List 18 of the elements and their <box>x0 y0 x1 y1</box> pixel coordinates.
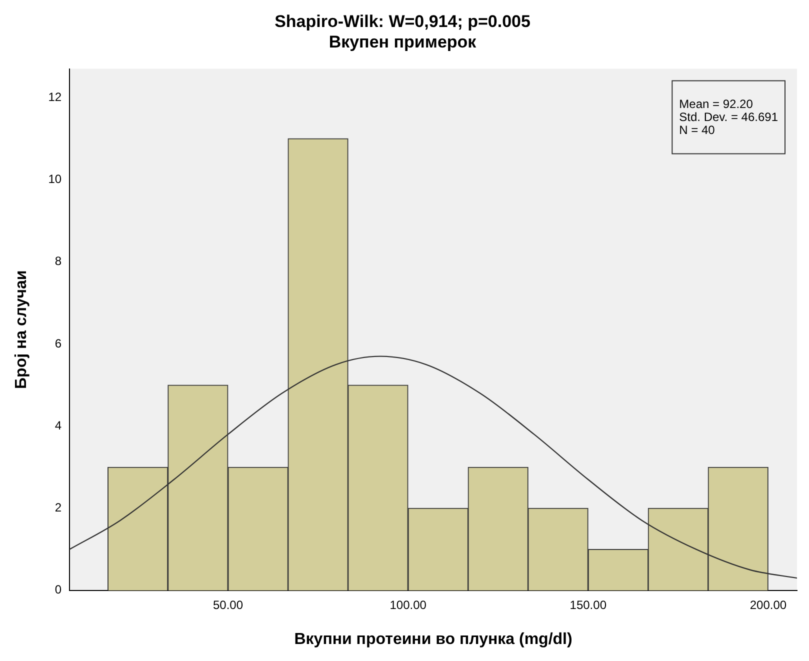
y-axis-title: Број на случаи <box>13 270 30 389</box>
y-tick-label: 2 <box>54 500 62 515</box>
x-tick-label: 200.00 <box>750 598 787 612</box>
y-tick-label: 6 <box>54 336 62 350</box>
y-tick-label: 8 <box>54 254 62 268</box>
x-tick-label: 150.00 <box>570 598 607 612</box>
y-tick-label: 12 <box>48 90 62 104</box>
x-axis-title: Вкупни протеини во плунка (mg/dl) <box>294 630 572 648</box>
chart-title: Shapiro-Wilk: W=0,914; p=0.005 <box>274 12 530 31</box>
annotation: Mean = 92.20 <box>679 97 754 112</box>
chart-subtitle: Вкупен примерок <box>328 32 477 52</box>
x-tick-label: 50.00 <box>212 598 244 612</box>
y-tick-label: 4 <box>54 418 62 432</box>
y-tick-label: 0 <box>54 582 62 597</box>
y-tick-label: 10 <box>48 172 62 186</box>
annotation: N = 40 <box>679 123 716 138</box>
annotation: Std. Dev. = 46.691 <box>679 110 778 124</box>
x-tick-label: 100.00 <box>390 598 427 612</box>
